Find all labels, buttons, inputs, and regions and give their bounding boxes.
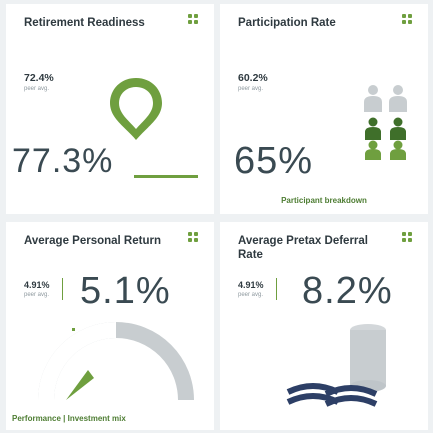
peer-average-value: 4.91% [238, 280, 264, 290]
card-title: Participation Rate [238, 17, 336, 29]
vertical-divider [62, 278, 63, 300]
card-menu-icon[interactable] [402, 232, 414, 242]
vertical-divider [276, 278, 277, 300]
personal-return-value: 5.1% [80, 270, 171, 312]
value-underline [134, 175, 198, 178]
peer-average-label: peer avg. [24, 86, 50, 92]
card-menu-icon[interactable] [188, 232, 200, 242]
card-title: Average Pretax Deferral Rate [238, 235, 368, 261]
average-pretax-deferral-card[interactable]: Average Pretax Deferral Rate 4.91% peer … [220, 222, 428, 430]
people-group-icon [364, 85, 407, 160]
peer-average-value: 72.4% [24, 72, 54, 84]
average-personal-return-card[interactable]: Average Personal Return 4.91% peer avg. … [6, 222, 214, 430]
participant-breakdown-link[interactable]: Participant breakdown [281, 196, 367, 205]
peer-average-label: peer avg. [24, 292, 50, 298]
participation-rate-card[interactable]: Participation Rate 60.2% peer avg. 65% P… [220, 4, 428, 214]
card-menu-icon[interactable] [402, 14, 414, 24]
card-menu-icon[interactable] [188, 14, 200, 24]
peer-average-label: peer avg. [238, 292, 264, 298]
participation-rate-value: 65% [234, 140, 314, 182]
coin-stack-icon [286, 324, 386, 407]
card-title: Average Personal Return [24, 235, 161, 247]
pretax-deferral-value: 8.2% [302, 270, 393, 312]
peer-average-label: peer avg. [238, 86, 264, 92]
peer-average-value: 4.91% [24, 280, 50, 290]
map-pin-icon [110, 78, 162, 140]
performance-investment-mix-link[interactable]: Performance | Investment mix [12, 414, 126, 423]
retirement-readiness-value: 77.3% [12, 142, 114, 180]
peer-average-value: 60.2% [238, 72, 268, 84]
card-title: Retirement Readiness [24, 17, 145, 29]
retirement-readiness-card[interactable]: Retirement Readiness 72.4% peer avg. 77.… [6, 4, 214, 214]
gauge-icon [38, 322, 194, 401]
